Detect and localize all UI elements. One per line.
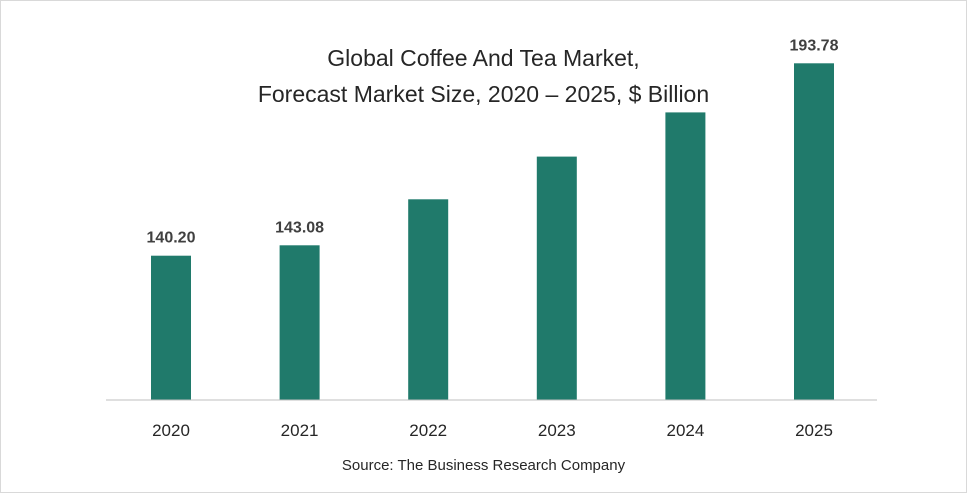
x-tick-2022: 2022: [409, 421, 447, 440]
bar-2021: [279, 245, 320, 400]
data-label-2020: 140.20: [147, 230, 196, 247]
chart-title-line-1: Global Coffee And Tea Market,: [327, 45, 640, 71]
x-tick-2025: 2025: [795, 421, 833, 440]
x-tick-2023: 2023: [538, 421, 576, 440]
source-note: Source: The Business Research Company: [341, 457, 626, 474]
bar-2023: [536, 156, 577, 400]
labels-group: 2020 140.20 2021 143.08 2022 2023 2024 2025 193.…: [147, 37, 839, 440]
bar-2020: [151, 255, 191, 400]
bar-2024: [665, 112, 706, 401]
x-tick-2020: 2020: [152, 421, 190, 440]
chart-title-line-2: Forecast Market Size, 2020 – 2025, $ Bil…: [257, 81, 710, 107]
bar-2022: [408, 199, 449, 400]
data-label-2021: 143.08: [275, 219, 324, 236]
x-tick-2021: 2021: [281, 421, 319, 440]
bar-2025: [794, 63, 834, 401]
chart-title: Global Coffee And Tea Market, Forecast M…: [0, 40, 967, 112]
x-tick-2024: 2024: [666, 421, 704, 440]
data-label-2025: 193.78: [790, 37, 839, 54]
bars-group: [151, 63, 834, 401]
